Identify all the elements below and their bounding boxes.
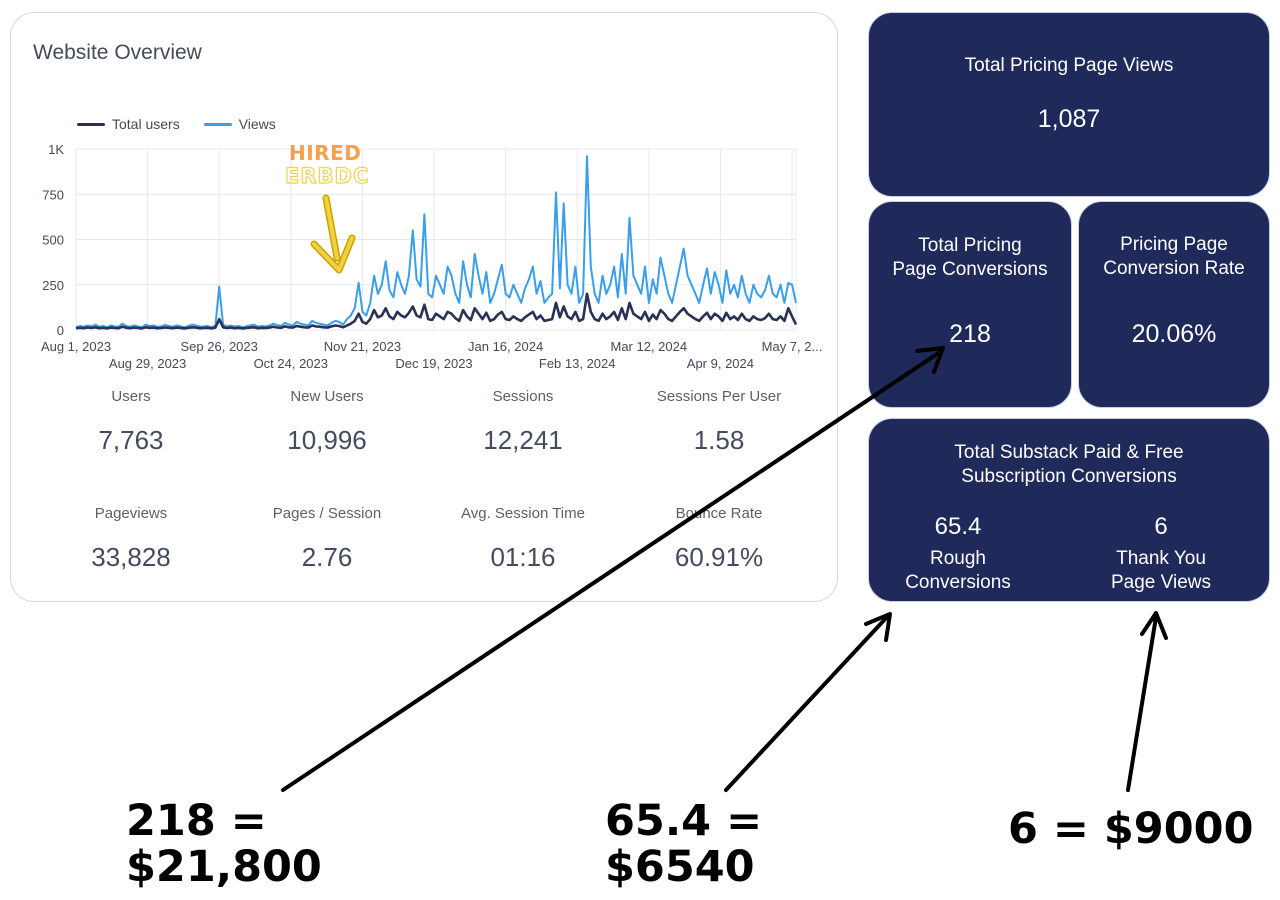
thank-you-page-views-block: 6 Thank You Page Views xyxy=(1081,513,1241,595)
x-tick-label: Aug 1, 2023 xyxy=(41,339,111,354)
legend-item-views[interactable]: Views xyxy=(203,116,276,132)
card-title-line1: Total Pricing xyxy=(918,235,1022,256)
metric-label: Users xyxy=(111,388,151,405)
chart-legend[interactable]: Total users Views xyxy=(77,116,276,132)
card-title-line2: Conversion Rate xyxy=(1103,258,1245,279)
y-tick-label: 0 xyxy=(57,323,64,338)
card-value: 20.06% xyxy=(1131,320,1217,348)
metric-value: 60.91% xyxy=(674,542,764,572)
x-tick-label: Aug 29, 2023 xyxy=(109,356,186,371)
metric-pages-per-session: Pages / Session 2.76 xyxy=(232,505,422,573)
card-title: Total Pricing Page Views xyxy=(964,55,1174,76)
metric-value: 12,241 xyxy=(483,425,563,455)
metric-sessions: Sessions 12,241 xyxy=(428,388,618,456)
metric-label: Bounce Rate xyxy=(675,505,763,522)
card-sub-label-line2: Page Views xyxy=(1111,572,1211,593)
metric-label: Pages / Session xyxy=(272,505,382,522)
arrow-to-rough-conversions-icon xyxy=(724,612,892,792)
metric-value: 10,996 xyxy=(287,425,367,455)
metric-bounce-rate: Bounce Rate 60.91% xyxy=(624,505,814,573)
panel-title: Website Overview xyxy=(33,41,202,64)
card-sub-label-line1: Rough xyxy=(930,548,986,569)
metric-value: 2.76 xyxy=(301,542,353,572)
metric-label: Sessions Per User xyxy=(656,388,782,405)
card-pricing-page-conversion-rate: Pricing Page Conversion Rate 20.06% xyxy=(1078,201,1270,408)
x-tick-label: Sep 26, 2023 xyxy=(181,339,258,354)
card-value: 218 xyxy=(949,320,991,348)
callout-line2: $21,800 xyxy=(126,842,322,892)
legend-swatch-total-users xyxy=(77,122,105,126)
metric-users: Users 7,763 xyxy=(36,388,226,456)
hired-annotation: HIRED xyxy=(289,141,362,165)
y-tick-label: 750 xyxy=(42,187,64,202)
metric-label: New Users xyxy=(290,388,364,405)
metric-value: 01:16 xyxy=(490,542,556,572)
legend-item-total-users[interactable]: Total users xyxy=(77,116,180,132)
card-title-line2: Subscription Conversions xyxy=(961,466,1177,487)
metric-new-users: New Users 10,996 xyxy=(232,388,422,456)
card-title-line1: Total Substack Paid & Free xyxy=(954,442,1184,463)
callout-line1: 6 = $9000 xyxy=(1008,804,1254,854)
y-tick-label: 250 xyxy=(42,278,64,293)
metric-label: Pageviews xyxy=(94,505,168,522)
series-line-total-users xyxy=(75,292,798,330)
card-value: 1,087 xyxy=(1037,105,1101,133)
metric-value: 33,828 xyxy=(91,542,171,572)
legend-label-total-users: Total users xyxy=(112,116,180,132)
x-tick-label: Feb 13, 2024 xyxy=(539,356,616,371)
metric-label: Avg. Session Time xyxy=(461,505,585,522)
x-tick-label: Apr 9, 2024 xyxy=(687,356,754,371)
legend-label-views: Views xyxy=(238,116,276,132)
card-title-line2: Page Conversions xyxy=(892,259,1048,280)
card-total-pricing-page-conversions: Total Pricing Page Conversions 218 xyxy=(868,201,1072,408)
x-tick-label: Dec 19, 2023 xyxy=(395,356,472,371)
metric-sessions-per-user: Sessions Per User 1.58 xyxy=(624,388,814,456)
rough-conversions-block: 65.4 Rough Conversions xyxy=(883,513,1033,595)
y-tick-label: 500 xyxy=(42,233,64,248)
x-tick-label: Jan 16, 2024 xyxy=(468,339,543,354)
callout-218: 218 = $21,800 xyxy=(126,798,322,890)
metric-avg-session-time: Avg. Session Time 01:16 xyxy=(428,505,618,573)
x-tick-label: May 7, 2... xyxy=(762,339,823,354)
legend-swatch-views xyxy=(203,122,232,126)
x-tick-label: Oct 24, 2023 xyxy=(254,356,328,371)
callout-6: 6 = $9000 xyxy=(1008,806,1254,852)
card-sub-label-line1: Thank You xyxy=(1116,548,1206,569)
card-title-line1: Pricing Page xyxy=(1120,234,1228,255)
metric-value: 7,763 xyxy=(98,425,164,455)
x-tick-label: Mar 12, 2024 xyxy=(610,339,687,354)
callout-65-4: 65.4 = $6540 xyxy=(605,798,762,890)
callout-line1: 65.4 = xyxy=(605,796,763,846)
card-substack-subscription-conversions: Total Substack Paid & Free Subscription … xyxy=(868,418,1270,602)
arrow-to-thank-you-page-views-icon xyxy=(1126,611,1168,792)
x-tick-label: Nov 21, 2023 xyxy=(324,339,401,354)
card-value: 6 xyxy=(1154,513,1168,540)
series-line-views xyxy=(75,155,797,329)
agency-annotation: ERBDC xyxy=(284,163,370,188)
callout-line1: 218 = xyxy=(126,796,267,846)
card-value: 65.4 xyxy=(934,513,982,540)
metric-value: 1.58 xyxy=(693,425,745,455)
line-chart[interactable]: 0 250 500 750 1K Aug 1, 2023 Sep 26, 2023 Nov 2… xyxy=(0,0,840,380)
card-sub-label-line2: Conversions xyxy=(905,572,1011,593)
y-tick-label: 1K xyxy=(48,142,64,157)
metric-label: Sessions xyxy=(492,388,554,405)
callout-line2: $6540 xyxy=(605,842,755,892)
card-total-pricing-page-views: Total Pricing Page Views 1,087 xyxy=(868,12,1270,197)
metric-pageviews: Pageviews 33,828 xyxy=(36,505,226,573)
